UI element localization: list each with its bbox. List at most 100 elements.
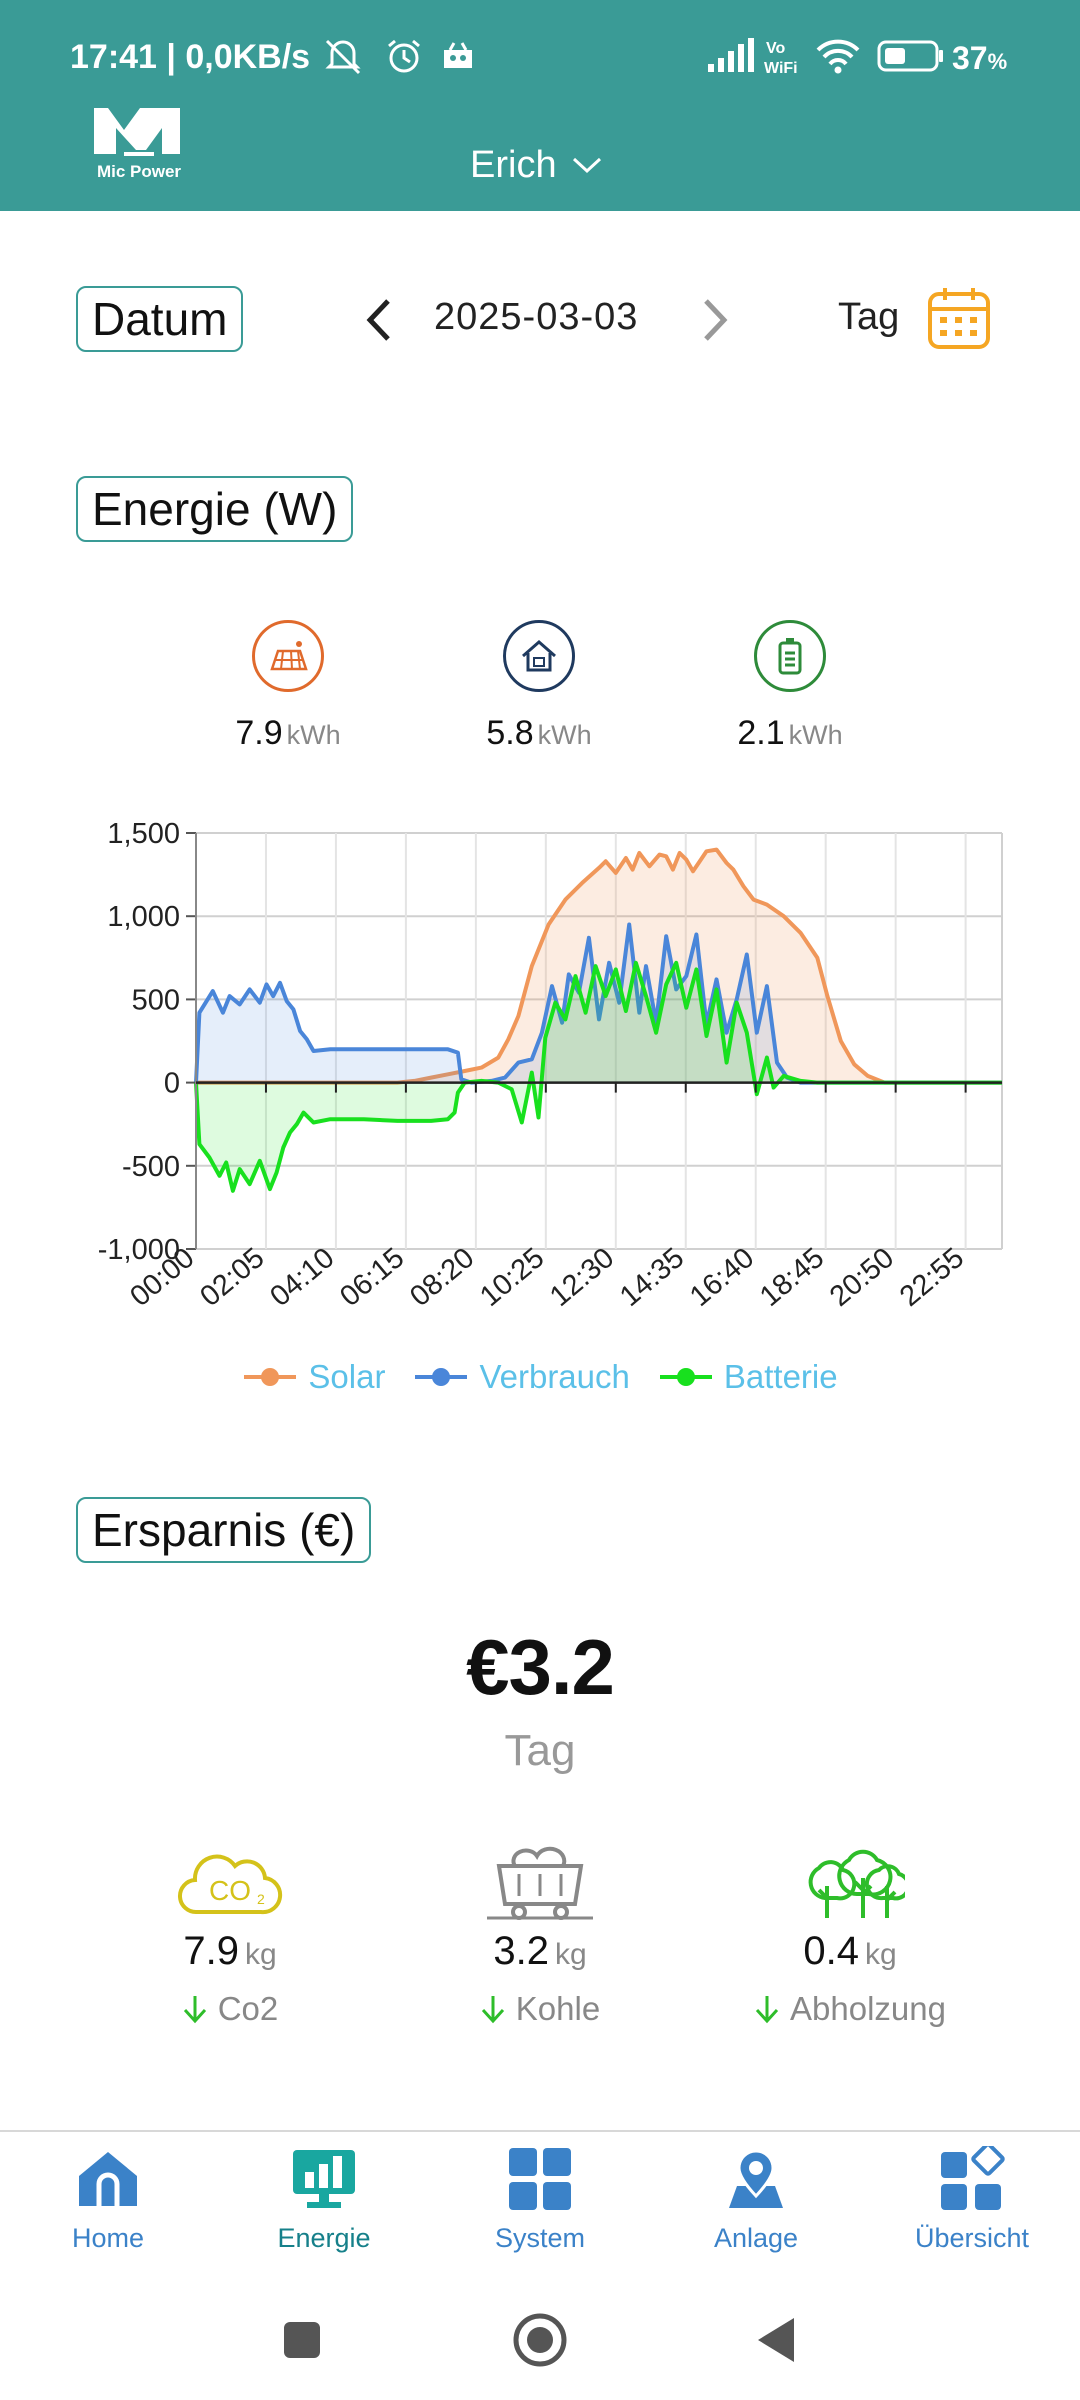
x-tick-label: 22:55: [894, 1242, 970, 1313]
x-tick-label: 20:50: [824, 1242, 900, 1313]
eco-co2-text: 7.9 kg: [100, 1929, 360, 1974]
energy-monitor-icon: [293, 2150, 355, 2208]
calendar-icon[interactable]: [926, 285, 992, 351]
legend-battery-marker: [659, 1368, 712, 1386]
eco-coal-unit: kg: [554, 1938, 587, 1971]
stat-battery-text: 2.1 kWh: [690, 714, 890, 753]
svg-text:WiFi: WiFi: [764, 60, 798, 77]
energy-section-title: Energie (W): [76, 476, 354, 542]
house-consumption-icon: [522, 640, 556, 672]
wifi-icon: [816, 39, 860, 74]
series-area-solar: [196, 849, 1002, 1083]
savings-period: Tag: [504, 1726, 576, 1775]
tab-energy-label: Energie: [277, 2223, 371, 2253]
stat-battery: 2.1 kWh: [690, 620, 890, 753]
battery-percentage-suffix: %: [987, 49, 1008, 74]
home-icon: [79, 2152, 137, 2206]
stat-consumption-unit: kWh: [537, 720, 592, 750]
legend-solar[interactable]: Solar: [242, 1358, 385, 1396]
stat-solar-text: 7.9 kWh: [188, 714, 388, 753]
tab-home-label: Home: [71, 2223, 145, 2253]
app-header: 17:41 | 0,0KB/s Vo WiFi: [0, 0, 1080, 211]
eco-co2-label: Co2: [217, 1990, 279, 2027]
back-nav-button[interactable]: [748, 2310, 808, 2370]
logo-text: Mic Power: [96, 162, 182, 181]
stat-consumption-value: 5.8: [486, 714, 534, 752]
battery-status-icon: [877, 40, 943, 72]
stat-solar-value: 7.9: [235, 714, 283, 752]
recent-apps-button[interactable]: [272, 2310, 332, 2370]
eco-co2-label-row: Co2: [100, 1990, 360, 2028]
battery-percentage: 37%: [952, 40, 1007, 77]
battery-icon: [778, 638, 802, 675]
y-tick-label: 500: [132, 984, 180, 1016]
series-line-batterie: [194, 960, 1002, 1193]
arrow-down-icon: [183, 1996, 206, 2024]
x-tick-label: 02:05: [194, 1242, 270, 1313]
battery-percentage-value: 37: [952, 40, 988, 76]
stat-battery-value: 2.1: [737, 714, 785, 752]
x-tick-label: 16:40: [684, 1242, 760, 1313]
tab-system[interactable]: System: [450, 2146, 630, 2254]
tab-plant[interactable]: Anlage: [666, 2146, 846, 2254]
legend-consumption-label: Verbrauch: [479, 1358, 630, 1395]
next-day-button[interactable]: [690, 290, 740, 350]
plant-selector[interactable]: Erich: [470, 140, 603, 190]
eco-deforestation-value: 0.4: [803, 1929, 859, 1973]
eco-co2-unit: kg: [244, 1938, 277, 1971]
y-tick-label: 1,000: [107, 901, 180, 933]
overview-grid-icon: [941, 2142, 1005, 2210]
legend-consumption[interactable]: Verbrauch: [413, 1358, 630, 1396]
tab-overview[interactable]: Übersicht: [882, 2142, 1062, 2254]
tab-home[interactable]: Home: [18, 2146, 198, 2254]
chevron-left-icon: [366, 299, 390, 341]
previous-day-button[interactable]: [354, 290, 404, 350]
energy-chart[interactable]: 1,5001,0005000-500-1,00000:0002:0504:100…: [0, 800, 1080, 1360]
stat-battery-unit: kWh: [788, 720, 843, 750]
legend-consumption-marker: [415, 1368, 468, 1386]
svg-text:CO: CO: [209, 1875, 251, 1906]
trees-icon: [808, 1849, 911, 1918]
chevron-right-icon: [704, 299, 728, 341]
y-tick-label: -500: [122, 1151, 180, 1183]
eco-coal-label-row: Kohle: [410, 1990, 670, 2028]
eco-deforestation-label-row: Abholzung: [720, 1990, 980, 2028]
assistant-icon: [444, 42, 472, 68]
alarm-clock-icon: [388, 39, 420, 73]
legend-battery[interactable]: Batterie: [658, 1358, 838, 1396]
x-tick-label: 10:25: [474, 1242, 550, 1313]
tab-plant-label: Anlage: [713, 2223, 799, 2253]
eco-coal-value: 3.2: [493, 1929, 549, 1973]
selected-date[interactable]: 2025-03-03: [434, 296, 639, 338]
stat-consumption: 5.8 kWh: [439, 620, 639, 753]
x-tick-label: 04:10: [264, 1242, 340, 1313]
savings-section-title: Ersparnis (€): [76, 1497, 372, 1563]
x-tick-label: 06:15: [334, 1242, 410, 1313]
series-line-solar: [196, 847, 1002, 1085]
eco-deforestation-text: 0.4 kg: [720, 1929, 980, 1974]
status-time: 17:41 | 0,0KB/s: [70, 38, 311, 76]
tab-energy[interactable]: Energie: [234, 2146, 414, 2254]
x-tick-label: 14:35: [614, 1242, 690, 1313]
legend-solar-label: Solar: [308, 1358, 386, 1395]
svg-text:2: 2: [257, 1891, 265, 1907]
mic-power-logo: Mic Power: [80, 104, 198, 184]
tab-overview-label: Übersicht: [914, 2223, 1030, 2253]
eco-coal: 3.2 kg Kohle: [410, 1842, 670, 2028]
location-pin-icon: [729, 2149, 783, 2208]
signal-strength-icon: [708, 38, 754, 72]
y-tick-label: -1,000: [98, 1234, 180, 1266]
y-tick-label: 1,500: [107, 818, 180, 850]
bell-muted-icon: [325, 39, 361, 75]
stat-consumption-text: 5.8 kWh: [439, 714, 639, 753]
stat-solar-icon-circle: [252, 620, 324, 692]
eco-co2: CO 2 7.9 kg Co2: [100, 1842, 360, 2028]
bottom-tab-bar: Home Energie System Anlage Übersicht: [0, 2130, 1080, 2270]
stat-solar-unit: kWh: [286, 720, 341, 750]
chevron-down-icon: [572, 157, 601, 174]
x-tick-label: 08:20: [404, 1242, 480, 1313]
period-label[interactable]: Tag: [838, 296, 900, 338]
home-nav-button[interactable]: [510, 2310, 570, 2370]
co2-cloud-icon: CO 2: [178, 1854, 283, 1915]
legend-battery-label: Batterie: [723, 1358, 838, 1395]
